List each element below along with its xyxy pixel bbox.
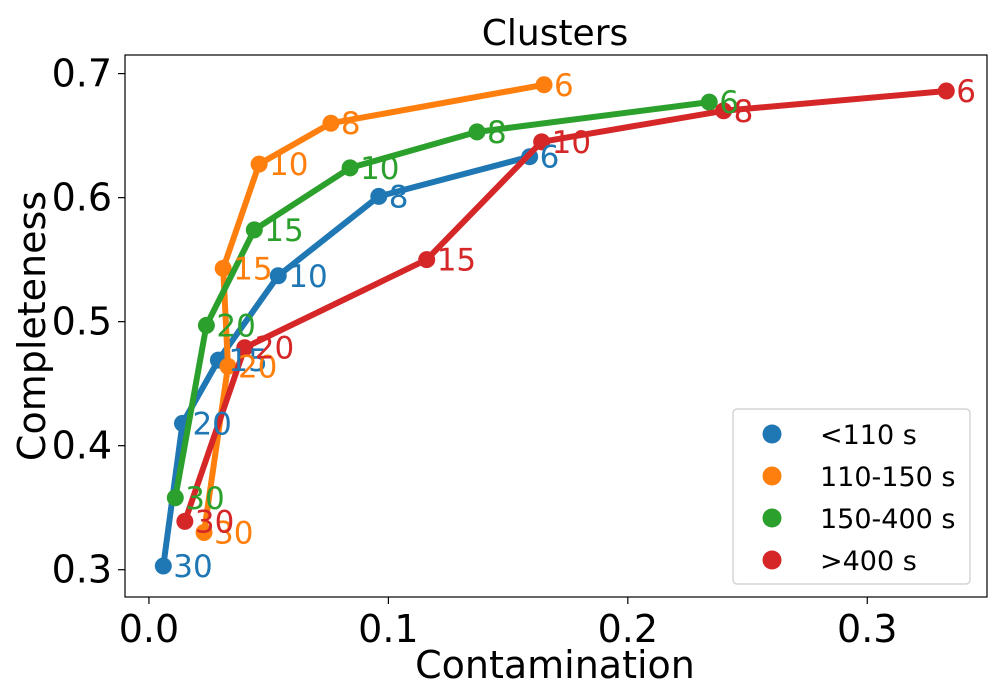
data-point [195, 524, 213, 542]
point-label: 6 [540, 140, 560, 176]
series-3 [166, 93, 718, 507]
point-label: 15 [228, 343, 267, 379]
data-point [535, 76, 553, 94]
data-point [166, 489, 184, 507]
data-point [219, 357, 237, 375]
point-label: 8 [341, 106, 361, 142]
legend-marker [762, 508, 782, 528]
legend-marker [762, 466, 782, 486]
data-point [715, 102, 733, 120]
point-label: 6 [554, 68, 574, 104]
legend-label: <110 s [820, 420, 917, 451]
data-point [250, 155, 268, 173]
point-label: 10 [288, 259, 327, 295]
series-4 [176, 82, 955, 530]
data-point [176, 512, 194, 530]
y-tick-label: 0.6 [52, 176, 112, 220]
point-label: 10 [552, 125, 591, 161]
point-label: 10 [269, 147, 308, 183]
axis-layer: 0.0 0.1 0.2 0.3 0.3 0.4 0.5 0.6 0.7 [52, 52, 898, 651]
series-2 [195, 76, 553, 542]
point-label: 10 [360, 151, 399, 187]
x-tick-label: 0.0 [119, 607, 179, 651]
point-label: 20 [238, 349, 277, 385]
series-line [160, 153, 533, 569]
point-label: 20 [216, 308, 255, 344]
x-tick-label: 0.3 [837, 607, 897, 651]
data-point [245, 221, 263, 239]
y-tick-label: 0.7 [52, 52, 112, 96]
point-label: 15 [437, 243, 476, 279]
legend-label: 110-150 s [820, 462, 955, 493]
data-point [418, 251, 436, 269]
point-label: 20 [255, 331, 294, 367]
legend-marker [762, 550, 782, 570]
y-tick-label: 0.4 [52, 424, 112, 468]
legend-marker [762, 424, 782, 444]
y-axis-title: Completeness [10, 191, 54, 461]
series-line [201, 81, 547, 536]
data-point [197, 316, 215, 334]
point-label: 8 [389, 179, 409, 215]
point-label: 30 [173, 549, 212, 585]
point-label: 8 [487, 115, 507, 151]
legend-items: <110 s 110-150 s 150-400 s >400 s [762, 420, 955, 577]
x-tick-label: 0.2 [598, 607, 658, 651]
y-tick-label: 0.3 [52, 548, 112, 592]
point-label: 15 [264, 213, 303, 249]
data-point [214, 259, 232, 277]
point-label: 6 [956, 74, 976, 110]
x-tick-label: 0.1 [358, 607, 418, 651]
data-point [236, 339, 254, 357]
point-label: 8 [734, 94, 754, 130]
point-label: 30 [195, 504, 234, 540]
data-point [154, 557, 172, 575]
x-axis-title: Contamination [415, 643, 695, 687]
legend-label: 150-400 s [820, 504, 955, 535]
point-label: 20 [192, 406, 231, 442]
series-line [172, 99, 713, 501]
point-label: 15 [233, 251, 272, 287]
series-layer [154, 76, 955, 575]
legend-label: >400 s [820, 546, 917, 577]
data-point [269, 267, 287, 285]
data-point [468, 123, 486, 141]
data-point [533, 133, 551, 151]
data-point [700, 93, 718, 111]
legend-box [732, 408, 971, 585]
chart-title: Clusters [482, 13, 629, 54]
series-line [181, 88, 950, 525]
data-point [341, 159, 359, 177]
point-label: 30 [214, 516, 253, 552]
legend: <110 s 110-150 s 150-400 s >400 s [732, 408, 971, 585]
data-point [937, 82, 955, 100]
data-point [322, 114, 340, 132]
y-tick-label: 0.5 [52, 300, 112, 344]
point-label: 30 [185, 481, 224, 517]
point-label: 6 [719, 85, 739, 121]
plot-frame [124, 54, 988, 598]
data-point [370, 187, 388, 205]
